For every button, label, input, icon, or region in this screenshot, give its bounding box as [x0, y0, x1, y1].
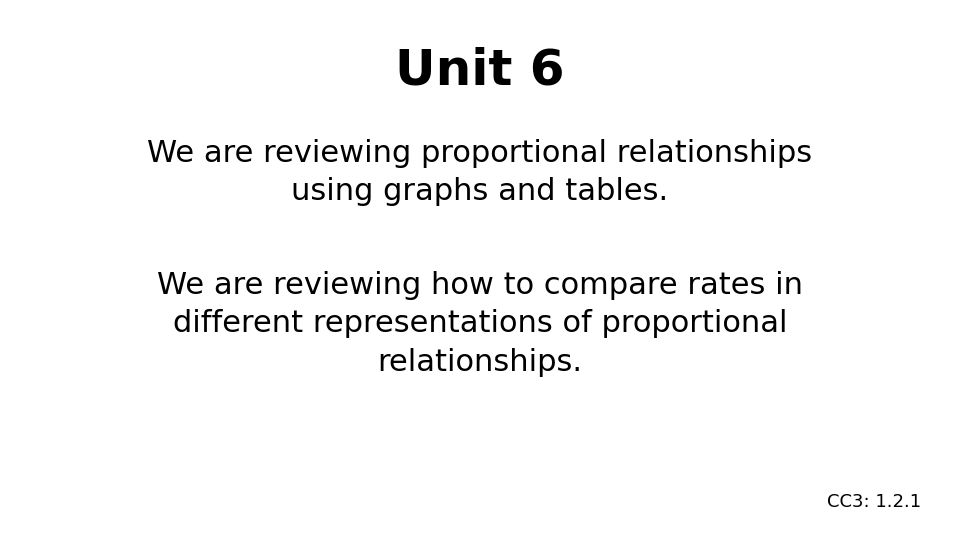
Text: We are reviewing how to compare rates in
different representations of proportion: We are reviewing how to compare rates in… — [157, 271, 803, 377]
Text: Unit 6: Unit 6 — [396, 46, 564, 94]
Text: CC3: 1.2.1: CC3: 1.2.1 — [828, 493, 922, 511]
Text: We are reviewing proportional relationships
using graphs and tables.: We are reviewing proportional relationsh… — [148, 139, 812, 206]
